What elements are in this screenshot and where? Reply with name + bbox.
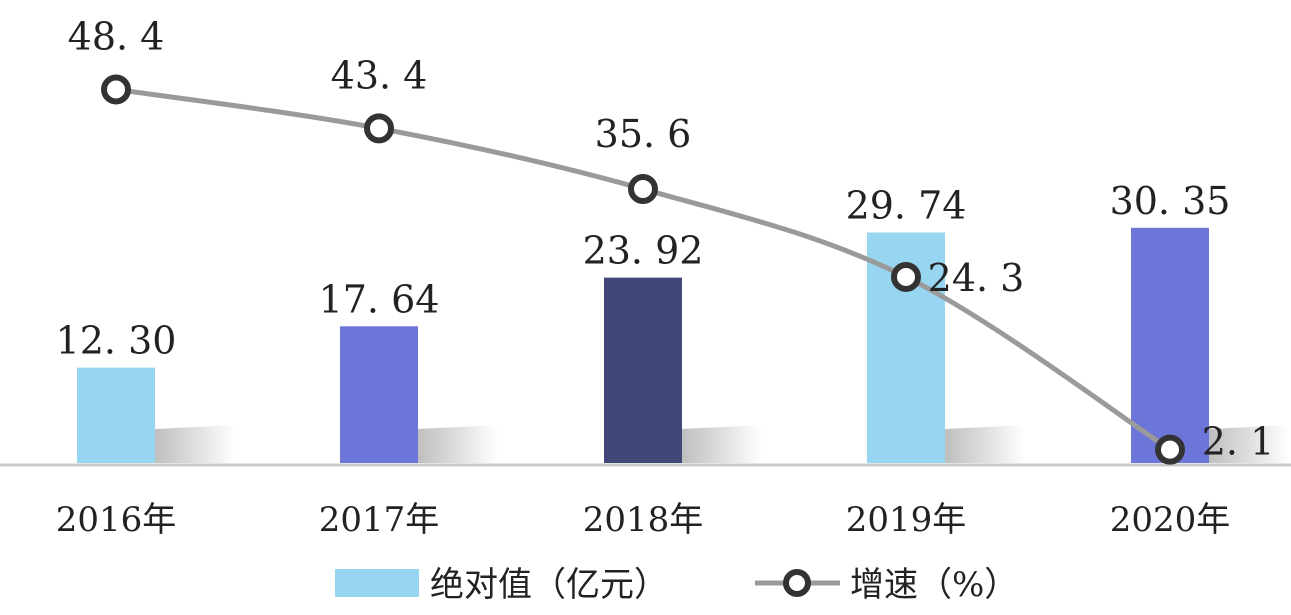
category-label: 2017年 (319, 500, 440, 540)
category-label: 2016年 (56, 500, 177, 540)
category-label: 2018年 (583, 500, 704, 540)
bar-value-label: 12. 30 (56, 319, 177, 363)
bar-shadow (945, 425, 1025, 463)
legend-line-label: 增速（%） (850, 565, 1018, 605)
bar-shadow (155, 425, 235, 463)
category-label: 2020年 (1110, 500, 1231, 540)
bar (1131, 227, 1209, 463)
growth-point (891, 261, 921, 292)
bar-value-label: 29. 74 (846, 184, 967, 228)
growth-value-label: 24. 3 (928, 256, 1025, 300)
bar-shadow (1209, 425, 1289, 463)
growth-point (101, 74, 131, 105)
growth-value-label: 2. 1 (1202, 420, 1275, 464)
bar-value-label: 17. 64 (319, 277, 440, 321)
growth-point (1155, 434, 1185, 465)
category-labels: 2016年 2017年 2018年 2019年 2020年 (56, 500, 1231, 540)
growth-point (364, 113, 394, 144)
bar-value-label: 30. 35 (1110, 179, 1231, 223)
data-labels: 12. 30 17. 64 23. 92 29. 74 30. 35 48. 4 43. 4… (56, 14, 1275, 463)
bar-shadow (682, 425, 762, 463)
bars (77, 227, 1209, 463)
category-label: 2019年 (846, 500, 967, 540)
bar (340, 326, 418, 463)
bar (604, 277, 682, 463)
bar-value-label: 23. 92 (583, 229, 704, 273)
growth-line (101, 74, 1185, 465)
bar (77, 367, 155, 463)
growth-value-label: 35. 6 (595, 112, 692, 156)
bar-shadow (418, 425, 498, 463)
growth-value-label: 48. 4 (68, 14, 165, 58)
legend-line-marker (783, 569, 811, 597)
growth-point (628, 174, 658, 205)
legend: 绝对值（亿元） 增速（%） (335, 565, 1018, 605)
bar-shadows (155, 425, 1289, 463)
legend-bar-swatch (335, 569, 419, 597)
legend-bar-label: 绝对值（亿元） (430, 565, 668, 605)
growth-value-label: 43. 4 (331, 53, 428, 97)
